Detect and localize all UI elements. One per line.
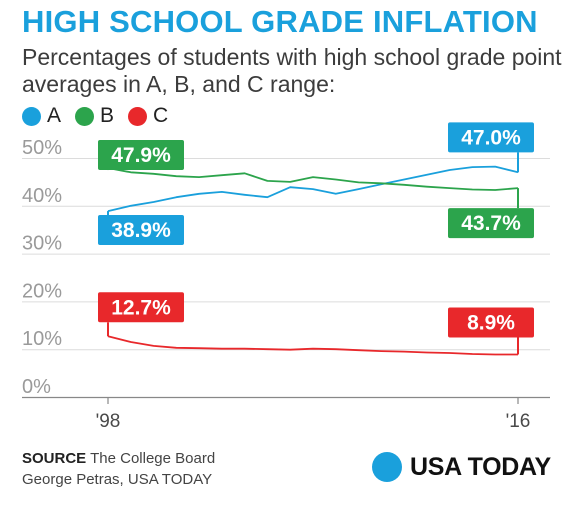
x-tick-label: '98 [96, 411, 121, 432]
y-tick-label: 10% [22, 328, 62, 350]
y-tick-label: 40% [22, 185, 62, 207]
y-tick-label: 20% [22, 280, 62, 302]
callout-box-a-start [98, 215, 184, 246]
data-label-a-start: 38.9% [111, 219, 171, 242]
legend-label-b: B [100, 104, 115, 127]
x-tick-label: '16 [506, 411, 531, 432]
source-label: SOURCE [22, 450, 87, 467]
source-line: SOURCE The College Board [22, 448, 215, 469]
series-line-a [107, 165, 519, 212]
data-label-b-end: 43.7% [461, 212, 521, 235]
legend-item-a: A [22, 104, 61, 128]
callout-box-c-start [98, 292, 184, 323]
data-label-c-start: 12.7% [111, 296, 171, 319]
callout-box-c-end [448, 307, 534, 338]
credit-line: George Petras, USA TODAY [22, 471, 213, 488]
legend-swatch-b [75, 106, 95, 126]
data-label-a-end: 47.0% [461, 126, 521, 149]
legend: A B C [22, 104, 168, 128]
logo-circle-icon [372, 452, 402, 482]
data-label-b-start: 47.9% [111, 144, 171, 167]
legend-label-c: C [153, 104, 169, 127]
callout-box-b-end [448, 208, 534, 239]
y-tick-label: 50% [22, 137, 62, 159]
y-tick-label: 0% [22, 376, 51, 398]
y-tick-label: 30% [22, 233, 62, 255]
logo-text: USA TODAY [410, 452, 551, 481]
legend-swatch-a [22, 106, 41, 126]
series-line-c [107, 335, 518, 356]
callout-box-a-end [448, 122, 534, 153]
legend-swatch-c [128, 106, 148, 126]
series-line-b [107, 167, 519, 191]
usa-today-logo: USA TODAY [372, 452, 551, 482]
legend-label-a: A [47, 104, 62, 127]
legend-item-b: B [75, 104, 114, 128]
chart-subtitle: Percentages of students with high school… [22, 44, 562, 97]
source-text: The College Board [90, 450, 216, 467]
callout-box-b-start [98, 140, 184, 171]
line-chart: 0% 10% 20% 30% 40% 50% '98 '16 38.9% 47.0% 47.9% 43… [22, 122, 550, 432]
source-block: SOURCE The College Board George Petras, … [22, 448, 215, 490]
chart-title: HIGH SCHOOL GRADE INFLATION [22, 4, 538, 39]
legend-item-c: C [128, 104, 168, 128]
data-label-c-end: 8.9% [467, 311, 515, 334]
